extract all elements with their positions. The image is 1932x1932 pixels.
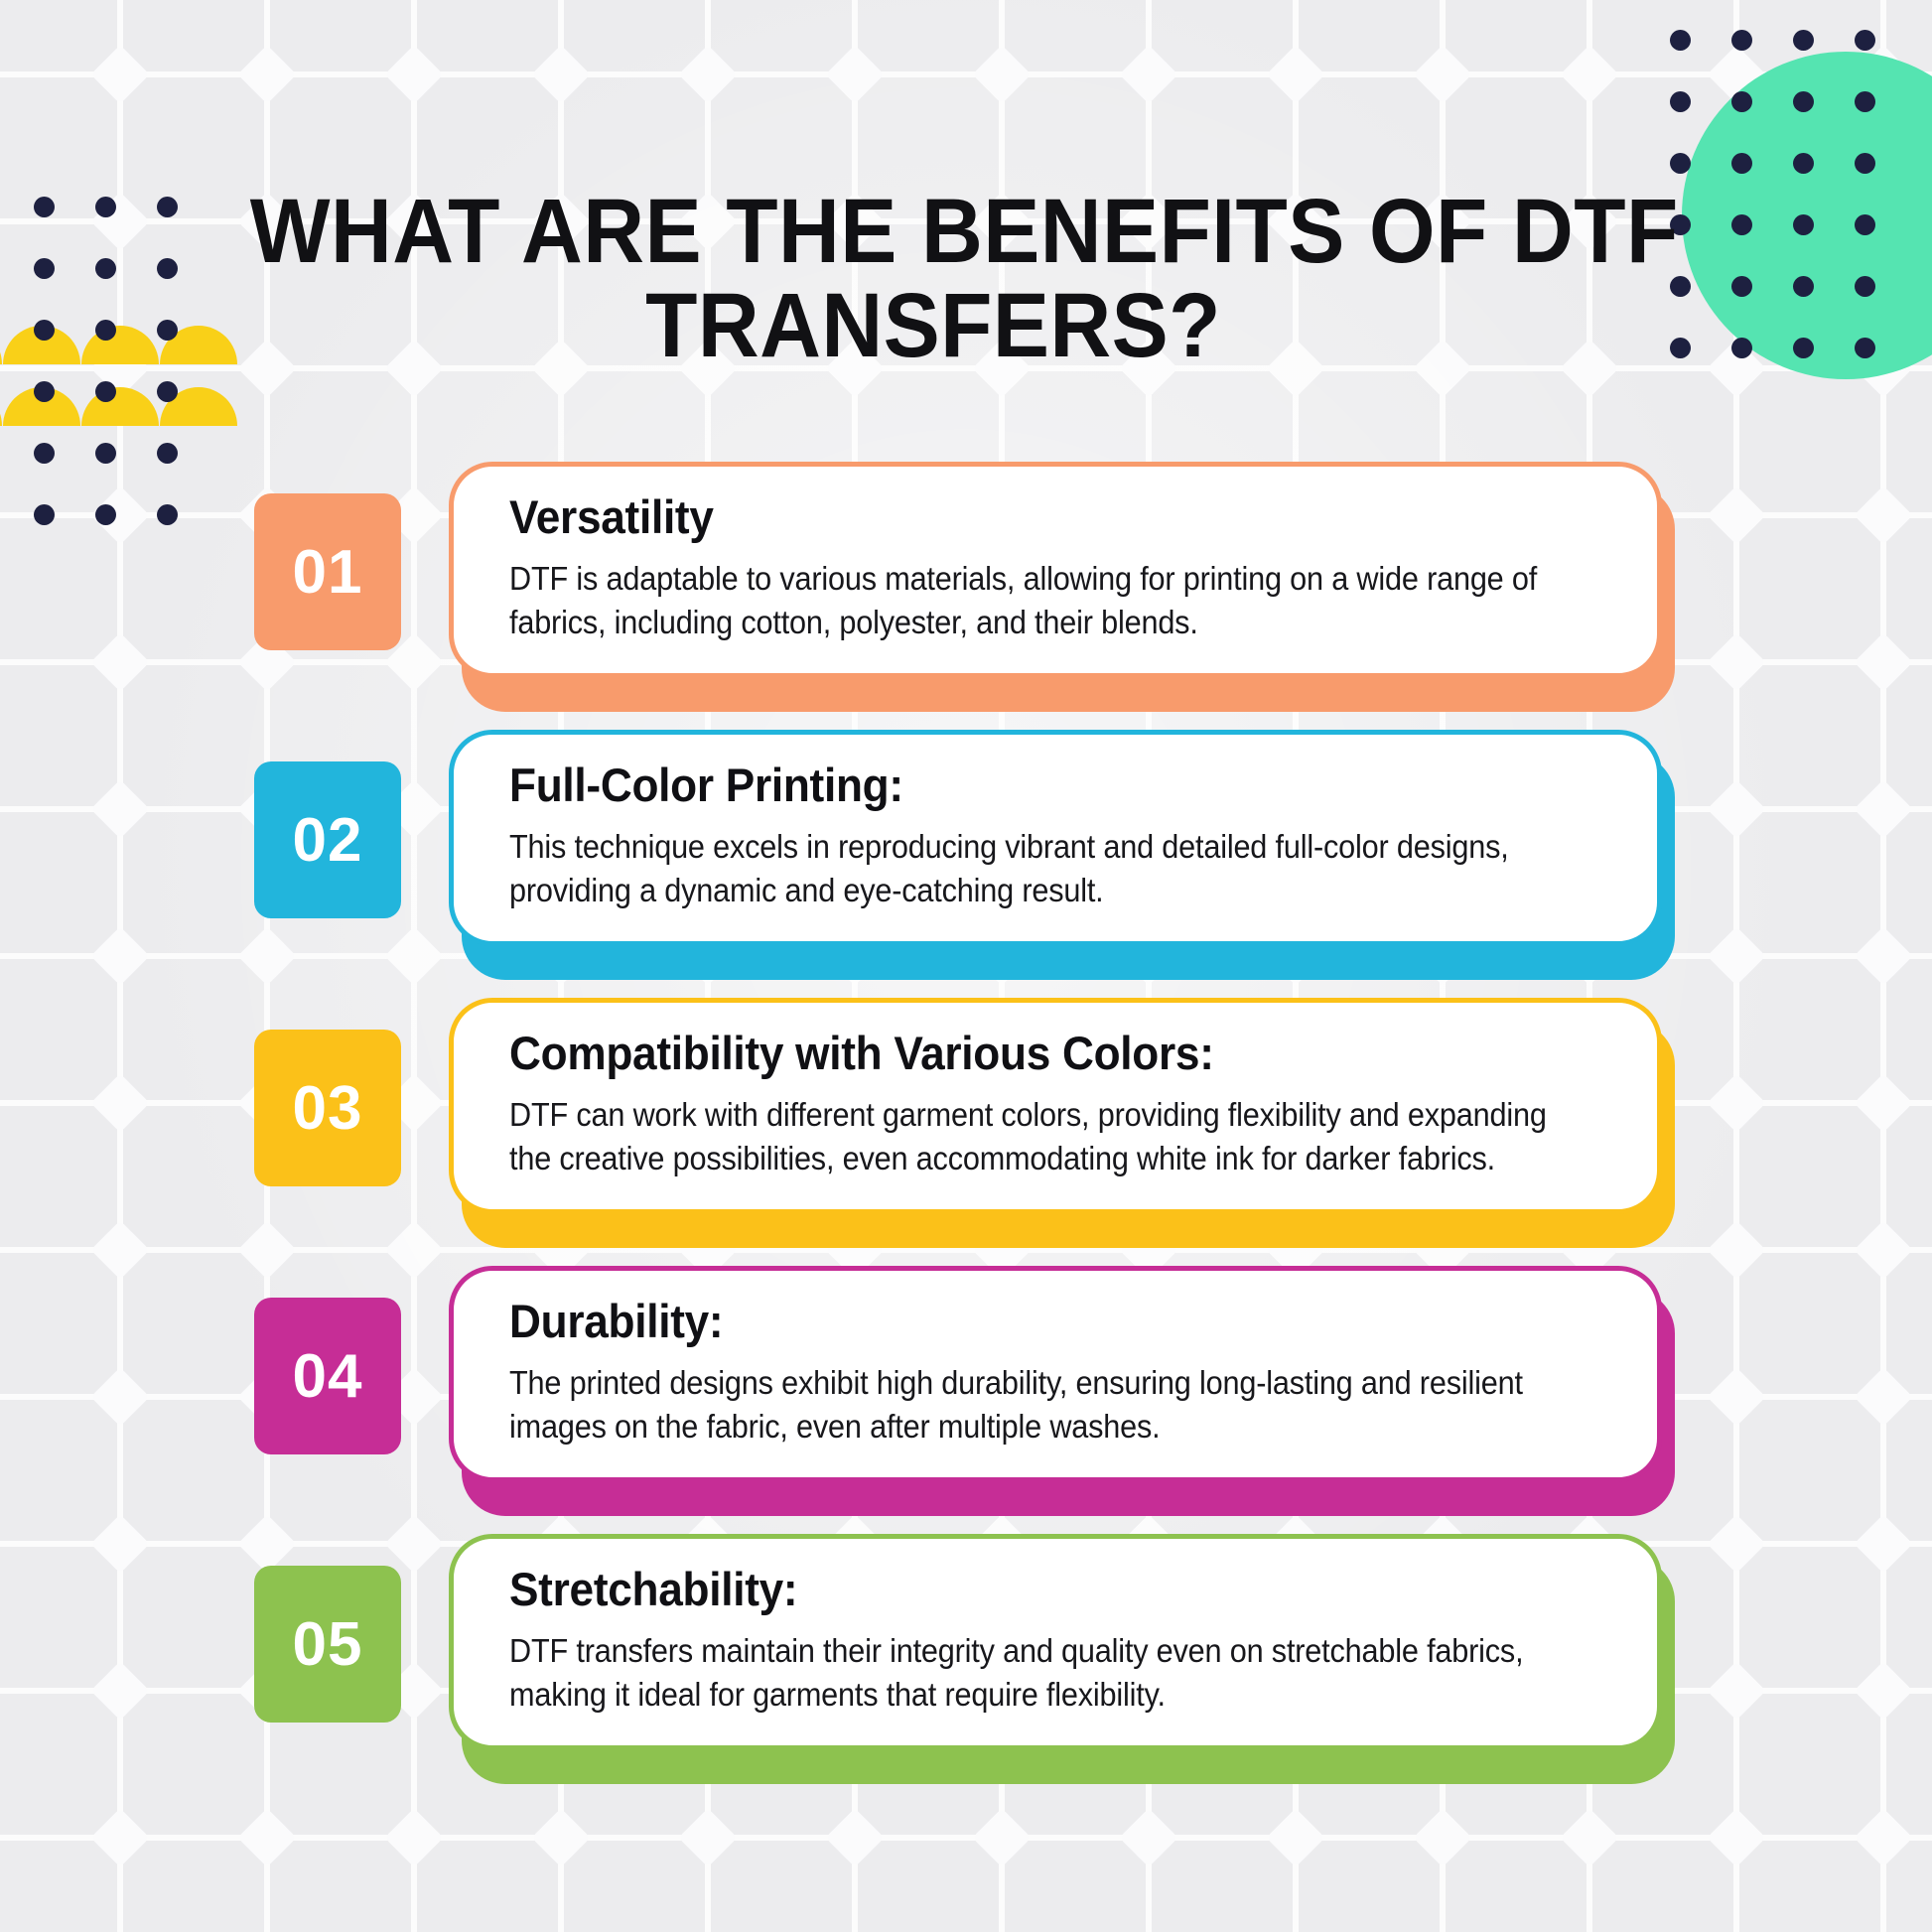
decorative-dot	[1793, 214, 1814, 235]
card-description: DTF can work with different garment colo…	[509, 1096, 1547, 1178]
page-title-line-1: WHAT ARE THE BENEFITS OF DTF	[249, 181, 1679, 282]
decorative-dot	[1670, 91, 1691, 112]
dot-grid-top-right	[1650, 10, 1896, 379]
decorative-dot	[1793, 91, 1814, 112]
card-body: Stretchability: DTF transfers maintain th…	[449, 1534, 1662, 1750]
dot-grid-left	[14, 177, 199, 546]
decorative-dot	[34, 443, 55, 464]
decorative-dot	[34, 320, 55, 341]
decorative-dot	[95, 320, 116, 341]
decorative-dot	[1670, 276, 1691, 297]
card-title: Compatibility with Various Colors:	[509, 1027, 1214, 1079]
card-title: Full-Color Printing:	[509, 759, 903, 811]
decorative-dot	[1793, 30, 1814, 51]
decorative-dot	[1793, 338, 1814, 358]
decorative-dot	[95, 381, 116, 402]
card-body: Compatibility with Various Colors: DTF ca…	[449, 998, 1662, 1214]
card-body: Full-Color Printing: This technique excel…	[449, 730, 1662, 946]
decorative-dot	[157, 381, 178, 402]
decorative-dot	[1793, 276, 1814, 297]
decorative-dot	[1731, 214, 1752, 235]
decorative-dot	[157, 197, 178, 217]
decorative-dot	[1855, 276, 1875, 297]
decorative-dot	[157, 504, 178, 525]
decorative-dot	[157, 258, 178, 279]
decorative-dot	[1731, 30, 1752, 51]
decorative-dot	[95, 258, 116, 279]
card-title: Stretchability:	[509, 1563, 798, 1615]
half-circle-row	[0, 303, 237, 364]
card-title: Versatility	[509, 490, 714, 543]
card-description: The printed designs exhibit high durabil…	[509, 1364, 1523, 1447]
decorative-dot	[1670, 338, 1691, 358]
decorative-dot	[1731, 276, 1752, 297]
card-number-badge: 04	[254, 1298, 401, 1454]
card-description: This technique excels in reproducing vib…	[509, 828, 1509, 910]
benefit-card[interactable]: Versatility DTF is adaptable to various m…	[0, 452, 1932, 715]
benefit-card[interactable]: Stretchability: DTF transfers maintain th…	[0, 1524, 1932, 1787]
decorative-dot	[1793, 153, 1814, 174]
decorative-dot	[1855, 214, 1875, 235]
decorative-dot	[34, 381, 55, 402]
decorative-dot	[1855, 153, 1875, 174]
decorative-dot	[1670, 30, 1691, 51]
card-number-badge: 01	[254, 493, 401, 650]
decorative-dot	[1670, 214, 1691, 235]
decorative-dot	[34, 258, 55, 279]
decorative-dot	[1670, 153, 1691, 174]
page-title: WHAT ARE THE BENEFITS OF DTF TRANSFERS?	[249, 181, 1679, 376]
card-body: Durability: The printed designs exhibit h…	[449, 1266, 1662, 1482]
decorative-dot	[1731, 91, 1752, 112]
benefit-card-list: Versatility DTF is adaptable to various m…	[0, 452, 1932, 1792]
decorative-dot	[1855, 91, 1875, 112]
decorative-dot	[1731, 153, 1752, 174]
decorative-dot	[34, 504, 55, 525]
benefit-card[interactable]: Compatibility with Various Colors: DTF ca…	[0, 988, 1932, 1251]
card-description: DTF is adaptable to various materials, a…	[509, 560, 1538, 642]
page-title-line-2: TRANSFERS?	[645, 274, 1221, 376]
half-circle-shape	[0, 326, 2, 364]
decorative-dot	[157, 320, 178, 341]
decorative-dot	[95, 197, 116, 217]
half-circle-shape	[0, 387, 2, 426]
card-number-badge: 05	[254, 1566, 401, 1723]
card-description: DTF transfers maintain their integrity a…	[509, 1632, 1524, 1715]
decorative-dot	[1731, 338, 1752, 358]
decorative-dot	[157, 443, 178, 464]
card-body: Versatility DTF is adaptable to various m…	[449, 462, 1662, 678]
decorative-dot	[1855, 30, 1875, 51]
benefit-card[interactable]: Durability: The printed designs exhibit h…	[0, 1256, 1932, 1519]
benefit-card[interactable]: Full-Color Printing: This technique excel…	[0, 720, 1932, 983]
decorative-dot	[34, 197, 55, 217]
card-title: Durability:	[509, 1295, 724, 1347]
decorative-dot	[95, 504, 116, 525]
card-number-badge: 03	[254, 1030, 401, 1186]
decorative-dot	[95, 443, 116, 464]
decorative-dot	[1855, 338, 1875, 358]
card-number-badge: 02	[254, 761, 401, 918]
